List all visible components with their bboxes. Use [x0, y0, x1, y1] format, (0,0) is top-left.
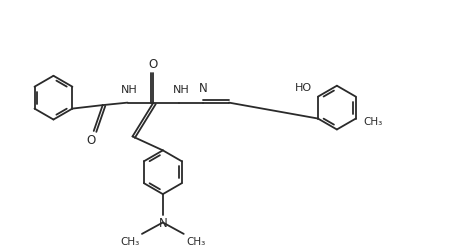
Text: HO: HO [295, 82, 312, 92]
Text: NH: NH [173, 85, 189, 95]
Text: CH₃: CH₃ [186, 236, 206, 246]
Text: N: N [158, 216, 167, 229]
Text: NH: NH [121, 85, 138, 95]
Text: O: O [149, 58, 158, 71]
Text: N: N [199, 82, 207, 95]
Text: CH₃: CH₃ [364, 116, 382, 126]
Text: CH₃: CH₃ [120, 236, 139, 246]
Text: O: O [87, 134, 96, 147]
